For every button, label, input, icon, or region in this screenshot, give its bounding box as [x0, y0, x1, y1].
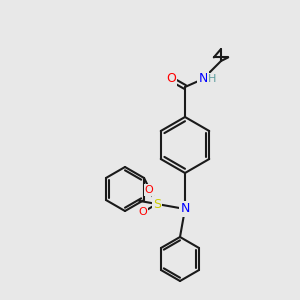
Text: O: O: [139, 207, 147, 217]
Text: S: S: [153, 197, 161, 211]
Text: O: O: [145, 185, 153, 195]
Text: N: N: [198, 73, 208, 85]
Text: O: O: [166, 73, 176, 85]
Text: N: N: [180, 202, 190, 215]
Text: H: H: [208, 74, 216, 84]
